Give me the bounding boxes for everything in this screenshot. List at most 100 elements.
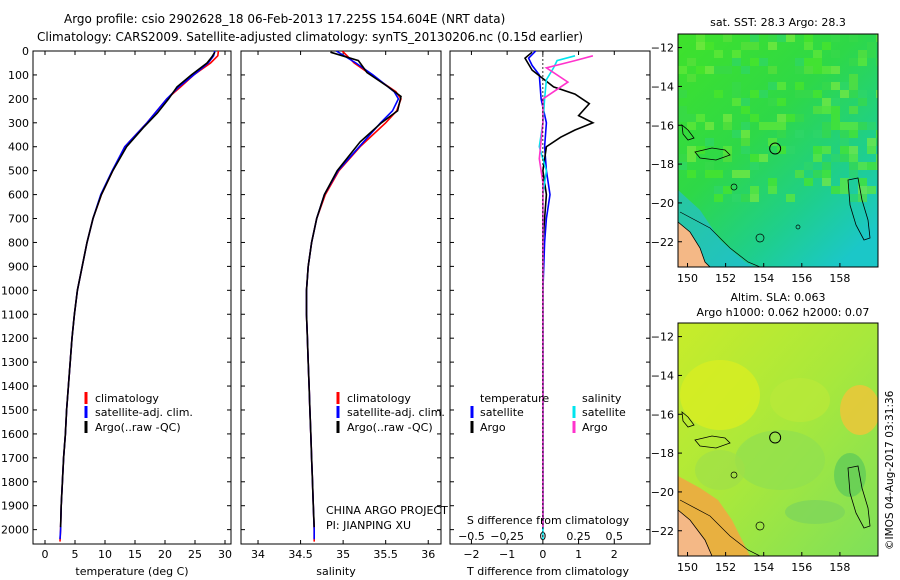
sst-cell	[732, 170, 741, 178]
sst-cell	[822, 82, 831, 90]
legend-label-sal-satellite: satellite	[582, 406, 626, 419]
sla-shelf-line	[679, 499, 761, 556]
sst-cell	[768, 98, 777, 106]
series-line-temperature-argo	[523, 51, 595, 528]
sst-argo-location-marker	[769, 142, 782, 155]
sst-cell	[876, 58, 878, 66]
sst-reef-dot	[755, 233, 765, 243]
series-line-climatology	[305, 51, 402, 542]
sst-cell	[858, 90, 867, 98]
sst-cell	[759, 154, 768, 162]
longitude-tick-label: 158	[829, 561, 850, 574]
sst-cell	[678, 106, 687, 114]
sst-cell	[795, 66, 804, 74]
longitude-tick-label: 154	[753, 272, 774, 285]
latitude-tick-label: −12	[651, 42, 674, 55]
sst-cell	[840, 122, 849, 130]
x-tick-label: 34	[251, 548, 265, 561]
sst-cell	[678, 66, 687, 74]
sst-cells	[678, 34, 878, 202]
legend-label-climatology: climatology	[347, 392, 411, 405]
sla-map-axes: 150 152 154 156 158 −12 −14 −16 −18 −20 −22	[651, 331, 851, 574]
sst-cell	[696, 114, 705, 122]
sst-cell	[840, 82, 849, 90]
x-tick-label: 34.5	[288, 548, 313, 561]
x-tick-label: 5	[72, 548, 79, 561]
longitude-tick-label: 152	[715, 272, 736, 285]
depth-axis: 0 100 200 300 400 500 600 700 800 900 1000 1100 1200…	[1, 45, 650, 537]
depth-tick-label: 1100	[1, 308, 29, 321]
temperature-x-axis: 0 5 10 15 20 25 30	[42, 51, 232, 561]
depth-tick-label: 300	[8, 117, 29, 130]
sst-cell	[840, 178, 849, 186]
sst-map-axes: 150 152 154 156 158 −12 −14 −16 −18 −20 −22	[651, 42, 851, 285]
sst-cell	[777, 82, 786, 90]
x-tick-label: 25	[188, 548, 202, 561]
sst-cell	[867, 186, 876, 194]
sst-cell	[831, 122, 840, 130]
sst-cell	[831, 50, 840, 58]
sst-cell	[678, 90, 687, 98]
salinity-legend: climatology satellite-adj. clim. Argo(..…	[336, 392, 445, 434]
legend-label-satellite: satellite-adj. clim.	[95, 406, 193, 419]
sst-cell	[741, 130, 750, 138]
sst-cell	[714, 50, 723, 58]
sst-cell	[687, 146, 696, 154]
sst-cell	[831, 186, 840, 194]
sla-blob	[770, 378, 830, 422]
sst-cell	[750, 42, 759, 50]
sst-cell	[822, 42, 831, 50]
series-line-argo-raw-qc-	[305, 51, 402, 528]
salinity-axes-box	[240, 50, 442, 545]
sst-cell	[732, 194, 741, 202]
sst-cell	[849, 170, 858, 178]
sst-cell	[741, 98, 750, 106]
sst-cell	[687, 58, 696, 66]
sst-reef-outline	[681, 124, 695, 141]
longitude-tick-label: 158	[829, 272, 850, 285]
sst-cell	[750, 90, 759, 98]
sst-cell	[849, 146, 858, 154]
sst-cell	[822, 170, 831, 178]
imos-timestamp: ©IMOS 04-Aug-2017 03:31:36	[884, 390, 896, 550]
t-difference-label: T difference from climatology	[466, 565, 629, 578]
sst-reef-dot	[795, 224, 801, 230]
sst-cell	[750, 162, 759, 170]
series-line-temperature-satellite	[527, 51, 551, 530]
series-line-satellite-adj-clim-	[59, 51, 216, 540]
legend-label-temp-satellite: satellite	[480, 406, 524, 419]
sst-cell	[840, 90, 849, 98]
sst-cell	[741, 66, 750, 74]
difference-lines	[523, 51, 595, 544]
sst-cell	[858, 186, 867, 194]
sst-cell	[741, 194, 750, 202]
series-line-argo-raw-qc-	[59, 51, 216, 528]
sst-cell	[741, 138, 750, 146]
sst-cell	[840, 154, 849, 162]
pi-annotation: PI: JIANPING XU	[326, 519, 411, 532]
x-tick-label: 30	[218, 548, 232, 561]
legend-label-argo: Argo(..raw -QC)	[95, 421, 181, 434]
sst-cell	[804, 34, 813, 42]
depth-tick-label: 200	[8, 93, 29, 106]
sst-cell	[687, 154, 696, 162]
longitude-tick-label: 150	[677, 272, 698, 285]
salinity-panel: 34 34.5 35 35.5 36 salinity climatology sate…	[240, 50, 448, 578]
depth-tick-label: 400	[8, 141, 29, 154]
sst-cell	[759, 122, 768, 130]
sst-cell	[750, 58, 759, 66]
legend-label-temp-argo: Argo	[480, 421, 506, 434]
depth-tick-label: 1900	[1, 500, 29, 513]
sst-cell	[777, 98, 786, 106]
sst-cell	[822, 130, 831, 138]
sst-cell	[813, 130, 822, 138]
sst-cell	[831, 34, 840, 42]
x-tick-label: −1	[499, 548, 515, 561]
latitude-tick-label: −20	[651, 486, 674, 499]
sst-cell	[804, 178, 813, 186]
sla-blob	[840, 385, 878, 435]
sst-cell	[867, 50, 876, 58]
sst-cell	[813, 90, 822, 98]
difference-axes-box	[449, 50, 651, 545]
